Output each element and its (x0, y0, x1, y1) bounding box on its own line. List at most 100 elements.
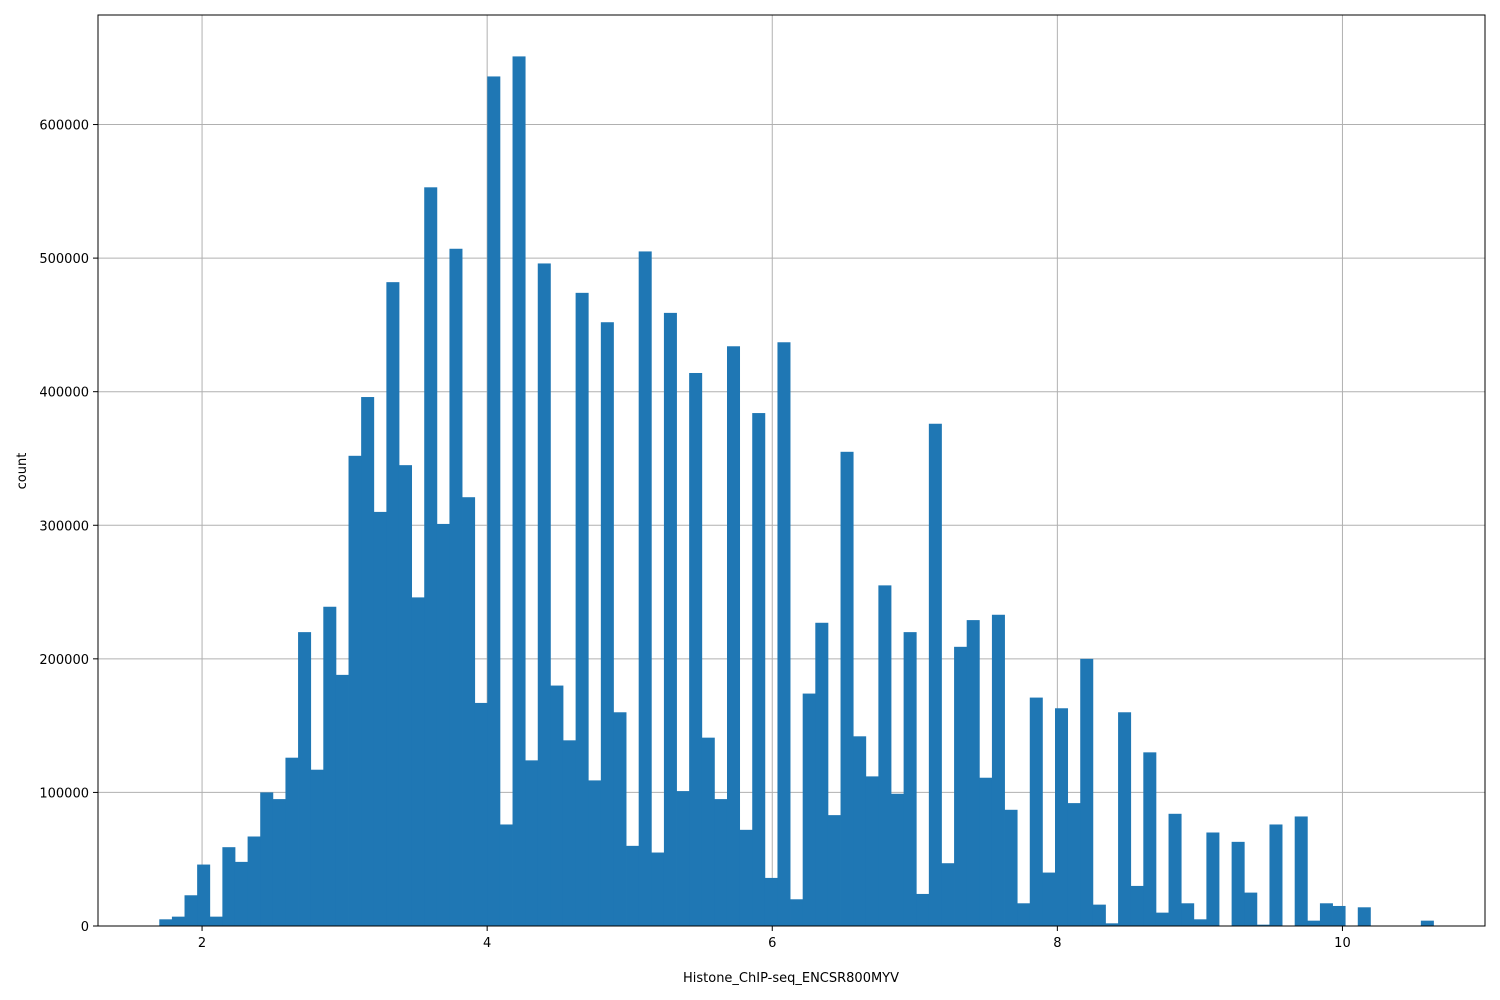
histogram-bar (499, 824, 513, 926)
histogram-bar (966, 620, 980, 926)
histogram-bar (991, 614, 1005, 926)
histogram-bar (840, 451, 854, 926)
histogram-bar (588, 780, 602, 926)
histogram-bar (815, 622, 829, 926)
histogram-bar (1294, 816, 1308, 926)
histogram-bar (1155, 912, 1169, 926)
x-tick-label: 10 (1334, 936, 1351, 951)
histogram-bar (827, 815, 841, 926)
histogram-bar (1168, 813, 1182, 926)
histogram-bar (663, 312, 677, 926)
histogram-bar (1017, 903, 1031, 926)
histogram-bar (348, 455, 362, 926)
histogram-bar (1319, 903, 1333, 926)
histogram-bar (171, 916, 185, 926)
histogram-bar (638, 251, 652, 926)
histogram-bar (1130, 885, 1144, 926)
y-tick-label: 0 (81, 920, 89, 935)
histogram-bar (1042, 872, 1056, 926)
y-tick-label: 400000 (39, 386, 89, 401)
histogram-bar (159, 919, 173, 926)
histogram-bar (1206, 832, 1220, 926)
histogram-bar (373, 511, 387, 926)
histogram-bar (613, 712, 627, 926)
histogram-bar (424, 187, 438, 926)
histogram-bar (298, 632, 312, 926)
histogram-bar (1256, 924, 1270, 926)
x-tick-label: 4 (483, 936, 491, 951)
histogram-bar (247, 836, 261, 926)
histogram-bar (1307, 920, 1321, 926)
histogram-bar (916, 893, 930, 926)
histogram-bar (979, 777, 993, 926)
histogram-bar (890, 793, 905, 926)
histogram-bar (878, 585, 892, 926)
histogram-bar (1092, 904, 1106, 926)
histogram-bar (234, 861, 249, 926)
histogram-bar (209, 916, 223, 926)
histogram-bar (474, 702, 488, 926)
histogram-bar (600, 322, 614, 926)
histogram-bar (676, 791, 690, 926)
histogram-bar (272, 799, 286, 926)
histogram-bar (726, 346, 741, 927)
ticks-layer: 2 4 6 8 10 0 100000 200000 300000 400000 500000 600… (39, 119, 1350, 951)
histogram-bar (222, 847, 236, 926)
y-tick-label: 100000 (39, 786, 89, 801)
histogram-bar (361, 397, 375, 927)
histogram-bar (260, 792, 274, 926)
histogram-bar (777, 342, 791, 926)
histogram-bar (1420, 920, 1434, 926)
histogram-bar (550, 685, 564, 926)
histogram-bar (398, 465, 413, 926)
histogram-bar (928, 423, 942, 926)
histogram-bar (1193, 919, 1207, 926)
histogram-bar (1244, 892, 1258, 926)
histogram-bar (1143, 752, 1157, 926)
histogram-bar (1332, 905, 1346, 926)
x-tick-label: 6 (768, 936, 776, 951)
histogram-bar (1118, 712, 1132, 926)
histogram-bar (865, 776, 879, 926)
histogram-bar (411, 597, 425, 926)
x-tick-label: 2 (198, 936, 206, 951)
y-tick-label: 500000 (39, 252, 89, 267)
histogram-bar (285, 757, 299, 926)
histogram-bar (512, 56, 526, 926)
histogram-bar (903, 632, 917, 926)
histogram-bar (1055, 708, 1069, 926)
histogram-bar (853, 736, 867, 926)
histogram-bar (689, 372, 703, 926)
histogram-bar (525, 760, 539, 926)
y-tick-label: 200000 (39, 653, 89, 668)
y-tick-label: 600000 (39, 119, 89, 134)
histogram-bar (790, 899, 804, 926)
histogram-bar (184, 895, 198, 926)
histogram-bar (335, 674, 349, 926)
histogram-bar (562, 740, 577, 926)
histogram-bar (449, 248, 463, 927)
histogram-bar (752, 413, 766, 926)
histogram-bar (1269, 824, 1283, 926)
histogram-bar (954, 646, 968, 926)
histogram-bar (1080, 658, 1094, 926)
plot-frame (97, 14, 1486, 927)
histogram-bar (1231, 841, 1245, 926)
histogram-bar (1181, 903, 1195, 926)
bars-layer (159, 56, 1434, 927)
histogram-bar (714, 799, 728, 926)
histogram-bar (462, 497, 476, 926)
histogram-bar (941, 863, 955, 926)
histogram-bar (626, 845, 640, 926)
histogram-bar (1004, 809, 1018, 926)
histogram-bar (487, 76, 501, 927)
y-tick-label: 300000 (39, 519, 89, 534)
histogram-bar (1357, 907, 1371, 926)
histogram-bar (764, 877, 778, 926)
y-axis-label: count (15, 453, 30, 490)
histogram-bar (575, 292, 589, 926)
histogram-bar (701, 737, 715, 926)
histogram-bar (197, 864, 211, 926)
histogram-bar (1105, 923, 1119, 926)
